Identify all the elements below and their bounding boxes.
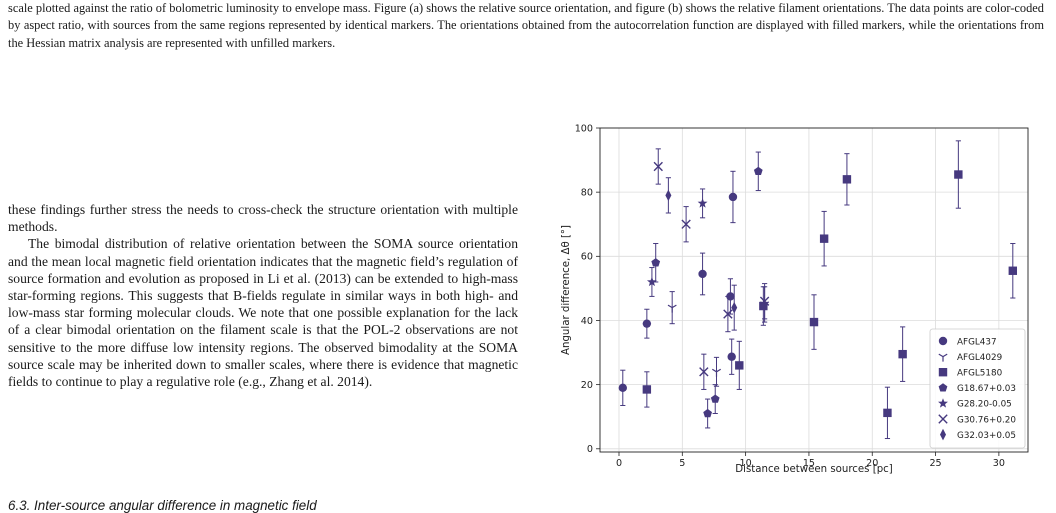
y-axis-label: Angular difference, Δθ [°] xyxy=(561,225,572,355)
data-point-square xyxy=(898,349,907,359)
paragraph-2: The bimodal distribution of relative ori… xyxy=(8,236,518,390)
data-point-square xyxy=(642,385,652,394)
data-point-square xyxy=(759,301,768,311)
data-point-square xyxy=(735,361,744,370)
legend-box xyxy=(929,328,1026,449)
data-point-tri_down xyxy=(667,304,677,313)
data-point-pentagon xyxy=(703,408,713,418)
legend-marker-x xyxy=(938,414,948,424)
x-tick-label: 0 xyxy=(616,458,622,469)
paragraph-1: these findings further stress the needs … xyxy=(8,202,518,235)
data-point-circle xyxy=(698,269,707,279)
legend-marker-square xyxy=(938,368,948,377)
legend-label: G18.67+0.03 xyxy=(957,384,1016,394)
data-layer xyxy=(618,140,1018,440)
x-axis-label: Distance between sources [pc] xyxy=(735,464,892,475)
legend-label: G30.76+0.20 xyxy=(957,415,1016,425)
y-tick-label: 40 xyxy=(581,316,593,327)
legend-label: AFGL5180 xyxy=(957,369,1003,379)
data-point-star xyxy=(646,276,657,287)
data-point-diamond xyxy=(731,301,738,314)
data-point-pentagon xyxy=(753,166,763,176)
data-point-circle xyxy=(642,319,652,328)
legend-marker-tri_down xyxy=(938,353,948,362)
legend-marker-star xyxy=(938,398,948,408)
data-point-circle xyxy=(727,352,736,361)
legend-label: AFGL437 xyxy=(957,337,997,347)
legend: AFGL437 AFGL4029 AFGL5180 G18.67+0.03 G28.20… xyxy=(929,328,1026,449)
x-tick-label: 25 xyxy=(929,458,941,469)
data-point-x xyxy=(759,296,770,306)
data-point-x xyxy=(699,367,709,377)
data-point-square xyxy=(809,317,819,327)
legend-marker-pentagon xyxy=(938,383,948,392)
section-heading: 6.3. Inter-source angular difference in … xyxy=(8,498,317,513)
ticks-layer: 0 5 10 15 20 25 30 0 20 40 60 80 100 xyxy=(575,123,1005,469)
data-point-x xyxy=(723,309,733,319)
x-tick-label: 5 xyxy=(679,458,685,469)
data-point-square xyxy=(883,408,892,418)
x-tick-label: 10 xyxy=(740,458,752,469)
x-tick-label: 20 xyxy=(866,458,878,469)
body-column: these findings further stress the needs … xyxy=(8,201,518,390)
data-point-x xyxy=(681,219,691,229)
plot-frame xyxy=(599,127,1029,453)
data-point-pentagon xyxy=(651,258,661,267)
data-point-pentagon xyxy=(710,394,720,403)
data-point-circle xyxy=(618,383,627,393)
y-tick-label: 60 xyxy=(581,252,593,263)
legend-label: AFGL4029 xyxy=(957,353,1002,363)
x-tick-label: 30 xyxy=(993,458,1005,469)
data-point-star xyxy=(697,198,708,208)
data-point-diamond xyxy=(665,189,672,202)
scatter-chart: 0 5 10 15 20 25 30 0 20 40 60 80 100 Distance betwee… xyxy=(561,123,1029,475)
x-tick-label: 15 xyxy=(803,458,815,469)
data-point-square xyxy=(842,175,852,184)
data-point-square xyxy=(954,170,963,179)
data-point-tri_down xyxy=(711,368,722,377)
legend-label: G32.03+0.05 xyxy=(957,431,1016,441)
figure-caption: scale plotted against the ratio of bolom… xyxy=(8,1,1044,50)
y-tick-label: 100 xyxy=(575,123,593,134)
y-tick-label: 20 xyxy=(581,380,593,391)
data-point-x xyxy=(653,161,663,172)
y-tick-label: 80 xyxy=(581,187,593,198)
legend-marker-circle xyxy=(938,336,948,346)
legend-label: G28.20-0.05 xyxy=(957,400,1012,410)
data-point-square xyxy=(1008,266,1018,275)
y-tick-label: 0 xyxy=(587,444,593,455)
data-point-square xyxy=(819,234,829,243)
data-point-circle xyxy=(728,192,738,202)
legend-marker-diamond xyxy=(940,428,946,441)
